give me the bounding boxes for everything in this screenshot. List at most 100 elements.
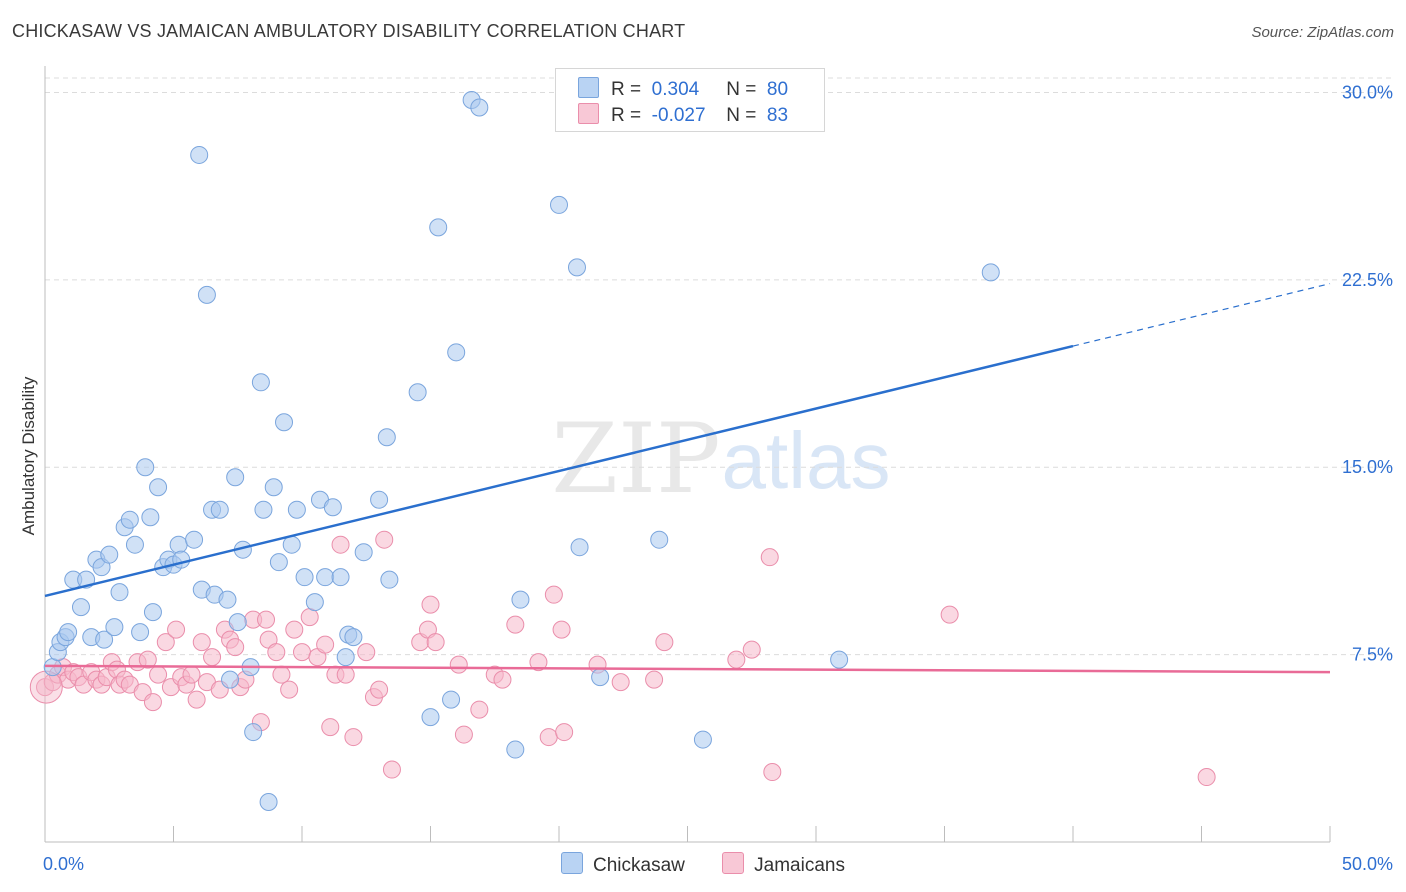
jamaicans-point <box>539 728 558 747</box>
chickasaw-point <box>185 530 204 549</box>
jamaicans-point <box>293 643 311 662</box>
chickasaw-trend-line <box>44 344 1074 598</box>
chickasaw-point <box>370 490 389 509</box>
n-label: N = <box>726 79 757 100</box>
chickasaw-point <box>149 478 168 497</box>
jamaicans-point <box>167 620 186 639</box>
chickasaw-point <box>305 593 324 612</box>
watermark-zip: ZIP <box>551 403 720 515</box>
chickasaw-point <box>228 613 247 632</box>
jamaicans-point <box>645 670 664 689</box>
jamaicans-point-cluster <box>29 670 63 704</box>
chickasaw-point <box>506 740 525 759</box>
source-label: Source: ZipAtlas.com <box>1251 24 1394 41</box>
r-label: R = <box>611 79 642 100</box>
chickasaw-point <box>264 478 283 497</box>
chickasaw-point <box>269 553 288 572</box>
legend-row-chickasaw: R = 0.304 N = 80 <box>578 77 788 101</box>
legend-jamaicans-label: Jamaicans <box>754 855 845 876</box>
jamaicans-point <box>267 643 286 662</box>
jamaicans-point <box>257 610 276 629</box>
jamaicans-point <box>555 723 574 742</box>
jamaicans-point <box>336 665 355 684</box>
jamaicans-point <box>300 608 319 627</box>
jamaicans-point <box>382 760 401 779</box>
chickasaw-point <box>259 793 278 812</box>
jamaicans-legend-swatch <box>722 852 745 874</box>
chickasaw-point <box>336 648 355 667</box>
chickasaw-point <box>344 628 363 647</box>
legend-item-chickasaw[interactable]: Chickasaw <box>561 852 685 877</box>
chickasaw-point <box>380 570 399 589</box>
chickasaw-legend-swatch <box>561 852 583 874</box>
chart-title: CHICKASAW VS JAMAICAN AMBULATORY DISABIL… <box>12 21 686 41</box>
jamaicans-point <box>187 690 206 709</box>
y-tick-label: 30.0% <box>1342 82 1393 102</box>
jamaicans-point <box>763 763 782 782</box>
chickasaw-swatch <box>578 77 599 98</box>
chickasaw-point <box>100 545 119 564</box>
chickasaw-point <box>421 708 440 727</box>
chickasaw-point <box>136 458 155 477</box>
chickasaw-point <box>131 623 150 642</box>
chickasaw-point <box>254 500 273 519</box>
jamaicans-point <box>192 633 211 652</box>
chickasaw-trend-extension <box>1072 283 1331 347</box>
chickasaw-point <box>316 568 335 587</box>
chickasaw-point <box>71 598 90 617</box>
chickasaw-r-value: 0.304 <box>651 79 700 100</box>
chickasaw-point <box>141 508 160 527</box>
chickasaw-point <box>830 650 849 669</box>
jamaicans-point <box>454 725 473 744</box>
jamaicans-point <box>331 535 350 554</box>
chickasaw-point <box>125 535 144 554</box>
legend-item-jamaicans[interactable]: Jamaicans <box>722 852 845 877</box>
chickasaw-point <box>143 603 162 622</box>
chickasaw-point <box>95 630 114 649</box>
gridlines <box>45 77 1392 656</box>
jamaicans-point <box>321 718 340 737</box>
y-axis-label: Ambulatory Disability <box>19 376 38 535</box>
jamaicans-point <box>203 648 222 667</box>
chickasaw-point <box>550 195 568 214</box>
chickasaw-n-value: 80 <box>766 79 789 100</box>
y-tick-label: 15.0% <box>1342 457 1393 477</box>
jamaicans-point <box>529 653 548 672</box>
chickasaw-points <box>43 90 1000 812</box>
chickasaw-point <box>981 263 1000 282</box>
jamaicans-point <box>149 665 168 684</box>
chickasaw-point <box>377 428 396 447</box>
chickasaw-point <box>331 568 350 587</box>
jamaicans-n-value: 83 <box>766 105 789 126</box>
jamaicans-point <box>760 548 779 567</box>
chickasaw-point <box>169 535 188 554</box>
chickasaw-point <box>442 690 461 709</box>
chickasaw-point <box>275 413 294 432</box>
x-tick-label: 50.0% <box>1342 854 1393 874</box>
chickasaw-point <box>295 568 314 587</box>
trend-lines <box>44 283 1331 674</box>
stats-legend: R = 0.304 N = 80 R = -0.027 N = 83 <box>555 68 825 132</box>
jamaicans-point <box>742 640 761 659</box>
jamaicans-swatch <box>578 103 599 124</box>
jamaicans-point <box>611 673 630 692</box>
jamaicans-point <box>226 638 245 657</box>
jamaicans-point <box>421 595 440 614</box>
jamaicans-point <box>370 680 389 699</box>
chickasaw-point <box>282 535 301 554</box>
x-tick-label: 0.0% <box>43 854 84 874</box>
jamaicans-point <box>143 693 162 712</box>
jamaicans-point <box>940 605 959 624</box>
chickasaw-point <box>567 258 586 277</box>
jamaicans-point <box>182 665 201 684</box>
jamaicans-point <box>727 650 746 669</box>
chickasaw-point <box>447 343 466 362</box>
chickasaw-point <box>221 670 240 689</box>
jamaicans-point <box>552 620 571 639</box>
jamaicans-point <box>426 633 445 652</box>
chickasaw-point <box>172 550 191 569</box>
chickasaw-point <box>59 623 78 642</box>
jamaicans-point <box>316 635 335 654</box>
series-legend: Chickasaw Jamaicans <box>0 852 1406 877</box>
